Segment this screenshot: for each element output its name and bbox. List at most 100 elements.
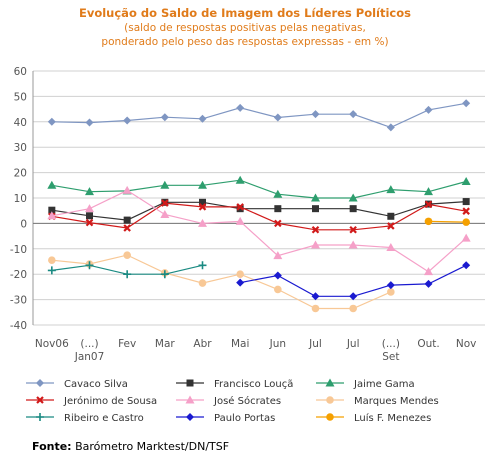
source-label: Fonte: — [32, 440, 72, 453]
x-tick-label: (...) — [80, 338, 98, 350]
legend-swatch-marker — [36, 379, 44, 387]
x-tick-label: Jul — [346, 338, 360, 350]
series-group — [47, 99, 471, 132]
data-point — [198, 261, 207, 270]
legend-label: Luís F. Menezes — [354, 412, 431, 424]
legend-item: Ribeiro e Castro — [26, 413, 144, 424]
data-point — [85, 204, 94, 213]
chart-title: Evolução do Saldo de Imagem dos Líderes … — [79, 6, 411, 20]
data-point — [348, 193, 358, 202]
data-point — [349, 292, 358, 301]
data-point — [273, 271, 282, 280]
data-point — [123, 251, 131, 259]
data-point — [48, 206, 56, 214]
x-tick-label: (...) — [382, 338, 400, 350]
data-point — [424, 105, 433, 114]
data-point — [47, 117, 56, 126]
data-point — [274, 205, 282, 213]
series-group — [424, 217, 470, 226]
data-point — [348, 240, 358, 249]
legend-item: Jerónimo de Sousa — [26, 395, 157, 407]
y-tick-label: 50 — [14, 91, 27, 103]
legend-swatch-marker — [326, 396, 334, 404]
data-point — [424, 200, 433, 209]
data-point — [311, 193, 320, 202]
series-line — [51, 179, 467, 199]
data-point — [312, 205, 319, 213]
data-point — [386, 185, 396, 194]
data-point — [198, 218, 207, 227]
legend-swatch-marker — [36, 396, 44, 404]
legend-label: Marques Mendes — [354, 396, 439, 407]
data-point — [462, 207, 470, 215]
legend-label: Cavaco Silva — [64, 379, 128, 390]
chart-subtitle-line-2: ponderado pelo peso das respostas expres… — [101, 36, 388, 48]
data-point — [122, 185, 132, 194]
data-point — [462, 198, 470, 206]
data-point — [86, 212, 93, 220]
legend-label: José Sócrates — [213, 395, 281, 407]
data-point — [387, 222, 395, 230]
x-tick-label: Fev — [118, 338, 136, 350]
series-group — [48, 251, 395, 313]
data-point — [160, 210, 170, 219]
data-point — [311, 225, 320, 234]
legend: Cavaco Silva Francisco Louçã Jaime Gama Jer… — [26, 378, 439, 424]
x-tick-label: Mar — [155, 338, 175, 350]
data-point — [236, 205, 244, 213]
legend-swatch-marker — [325, 378, 335, 387]
data-point — [311, 304, 320, 313]
data-point — [199, 198, 206, 206]
data-point — [462, 99, 471, 108]
data-point — [424, 187, 433, 196]
series-group — [47, 261, 207, 279]
data-point — [386, 243, 396, 252]
legend-swatch-marker — [186, 379, 194, 387]
data-point — [198, 279, 207, 287]
data-point — [461, 176, 471, 185]
data-point — [160, 113, 169, 122]
data-point — [424, 279, 433, 288]
series-group — [48, 199, 470, 234]
data-point — [235, 216, 245, 225]
legend-label: Paulo Portas — [214, 413, 275, 424]
data-point — [273, 113, 282, 122]
legend-item: José Sócrates — [176, 395, 281, 407]
data-point — [236, 278, 245, 287]
series-line — [51, 189, 467, 273]
data-point — [236, 203, 244, 211]
series-line — [51, 102, 467, 129]
legend-item: Jaime Gama — [316, 378, 415, 390]
x-tick-label: Abr — [193, 338, 212, 350]
data-point — [47, 180, 57, 189]
data-point — [235, 175, 245, 184]
series-group — [236, 261, 471, 301]
data-point — [349, 225, 357, 234]
data-point — [198, 180, 207, 189]
legend-item: Cavaco Silva — [26, 379, 128, 390]
legend-item: Luís F. Menezes — [316, 412, 431, 424]
source-note: Fonte: Barómetro Marktest/DN/TSF — [32, 440, 229, 453]
data-point — [47, 211, 57, 220]
data-point — [386, 123, 395, 132]
series-line — [51, 254, 392, 310]
chart-subtitle-line-1: (saldo de respostas positivas pelas nega… — [124, 22, 366, 34]
data-point — [387, 212, 395, 220]
source-text: Barómetro Marktest/DN/TSF — [71, 440, 230, 453]
legend-swatch-marker — [185, 395, 195, 404]
data-point — [123, 224, 131, 232]
x-tick-label: Out. — [417, 338, 439, 350]
data-point — [311, 240, 320, 249]
legend-swatch-marker — [326, 413, 334, 421]
data-point — [160, 180, 170, 189]
data-point — [273, 251, 283, 260]
data-point — [349, 304, 357, 313]
data-point — [160, 270, 169, 279]
data-point — [387, 288, 395, 296]
data-point — [85, 118, 94, 127]
data-point — [47, 266, 56, 275]
data-point — [349, 205, 357, 213]
x-tick-label: Nov06 — [35, 338, 69, 350]
